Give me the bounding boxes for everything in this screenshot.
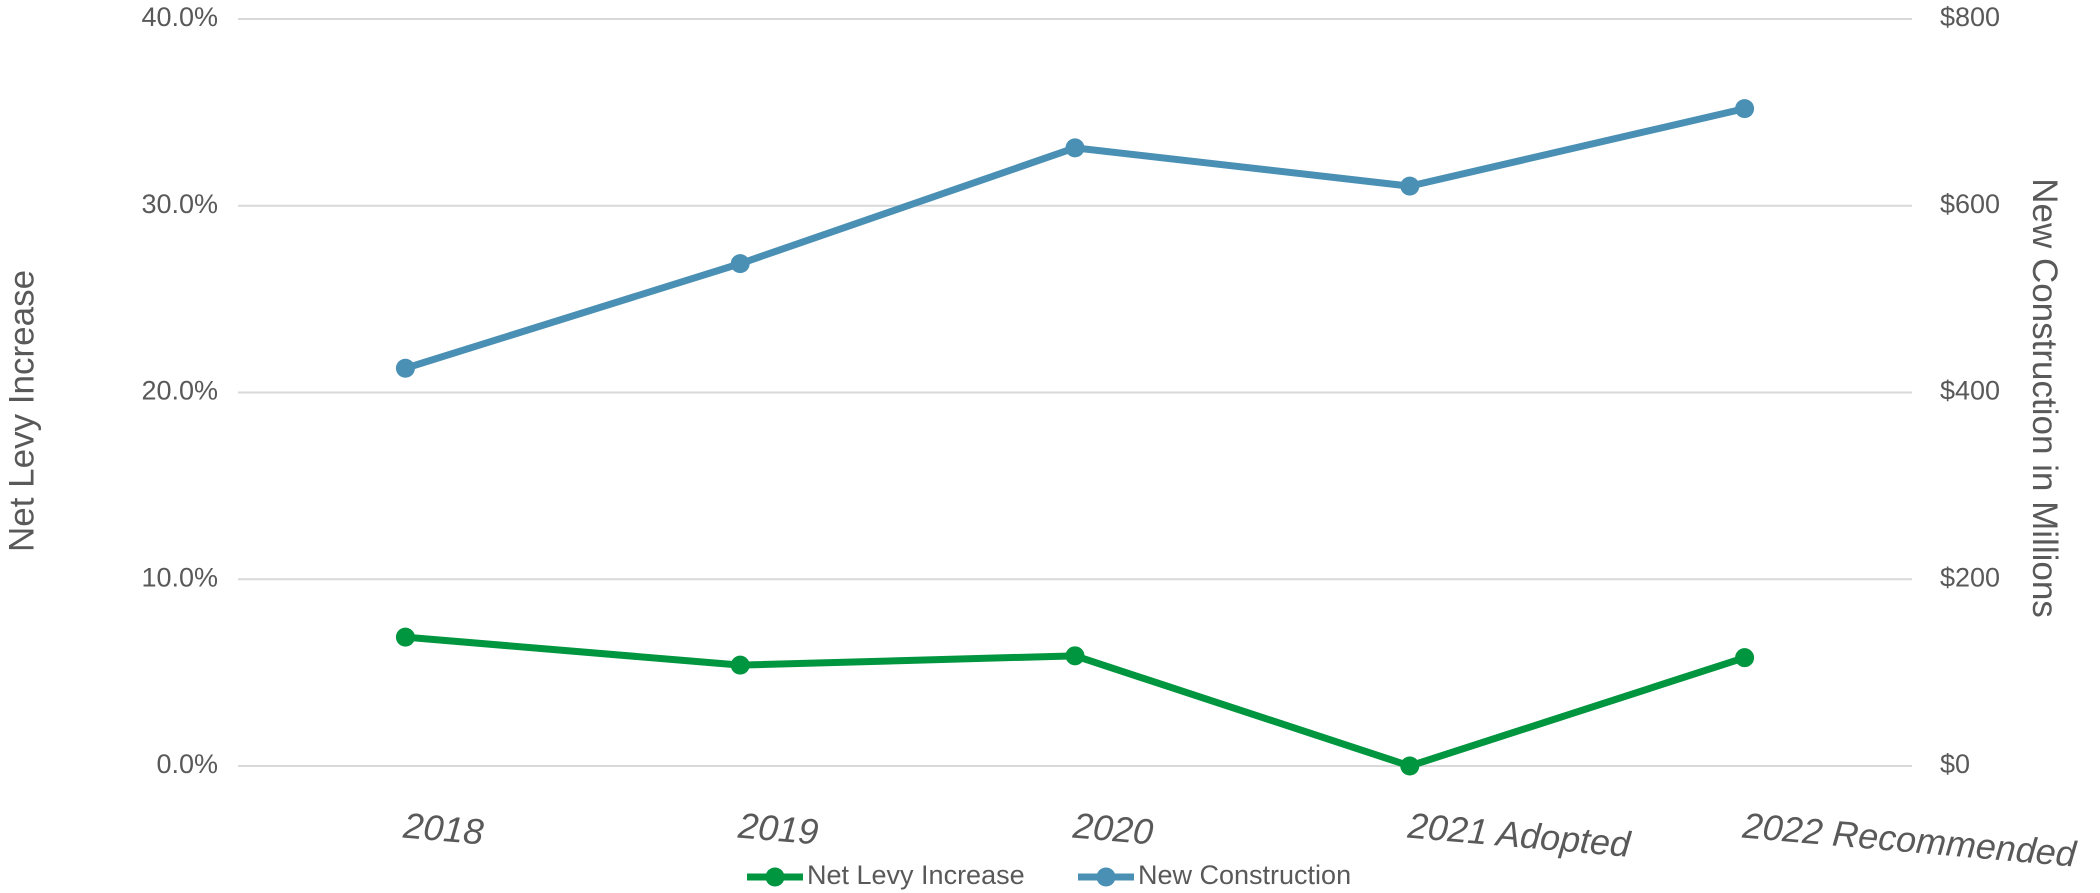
y2-tick-label: $400: [1940, 376, 2000, 406]
y-tick-label: 0.0%: [156, 749, 218, 779]
data-point: [1065, 646, 1085, 666]
data-point: [395, 627, 415, 647]
data-point: [395, 358, 415, 378]
y-tick-label: 30.0%: [141, 189, 218, 219]
y2-axis-title: New Construction in Millions: [2025, 178, 2064, 618]
x-tick-label: 2022 Recommended: [1740, 805, 2078, 875]
data-point: [730, 254, 750, 274]
y2-tick-label: $200: [1940, 562, 2000, 592]
x-tick-label: 2019: [736, 805, 820, 853]
data-point: [730, 655, 750, 675]
x-tick-label: 2018: [401, 805, 485, 853]
data-point: [1065, 138, 1085, 158]
x-tick-label: 2021 Adopted: [1405, 805, 1633, 865]
y-axis-title: Net Levy Increase: [2, 270, 41, 552]
data-point: [1735, 99, 1755, 119]
data-point: [1400, 176, 1420, 196]
legend-label: Net Levy Increase: [807, 860, 1025, 890]
legend-swatch-marker: [765, 867, 785, 887]
data-point: [1735, 648, 1755, 668]
y2-tick-label: $800: [1940, 2, 2000, 32]
y2-tick-label: $600: [1940, 189, 2000, 219]
y-tick-label: 10.0%: [141, 562, 218, 592]
y-tick-label: 40.0%: [141, 2, 218, 32]
y-tick-label: 20.0%: [141, 376, 218, 406]
legend-label: New Construction: [1138, 860, 1351, 890]
x-tick-label: 2020: [1070, 805, 1154, 853]
data-point: [1400, 756, 1420, 776]
legend-swatch-marker: [1096, 867, 1116, 887]
y2-tick-label: $0: [1940, 749, 1970, 779]
